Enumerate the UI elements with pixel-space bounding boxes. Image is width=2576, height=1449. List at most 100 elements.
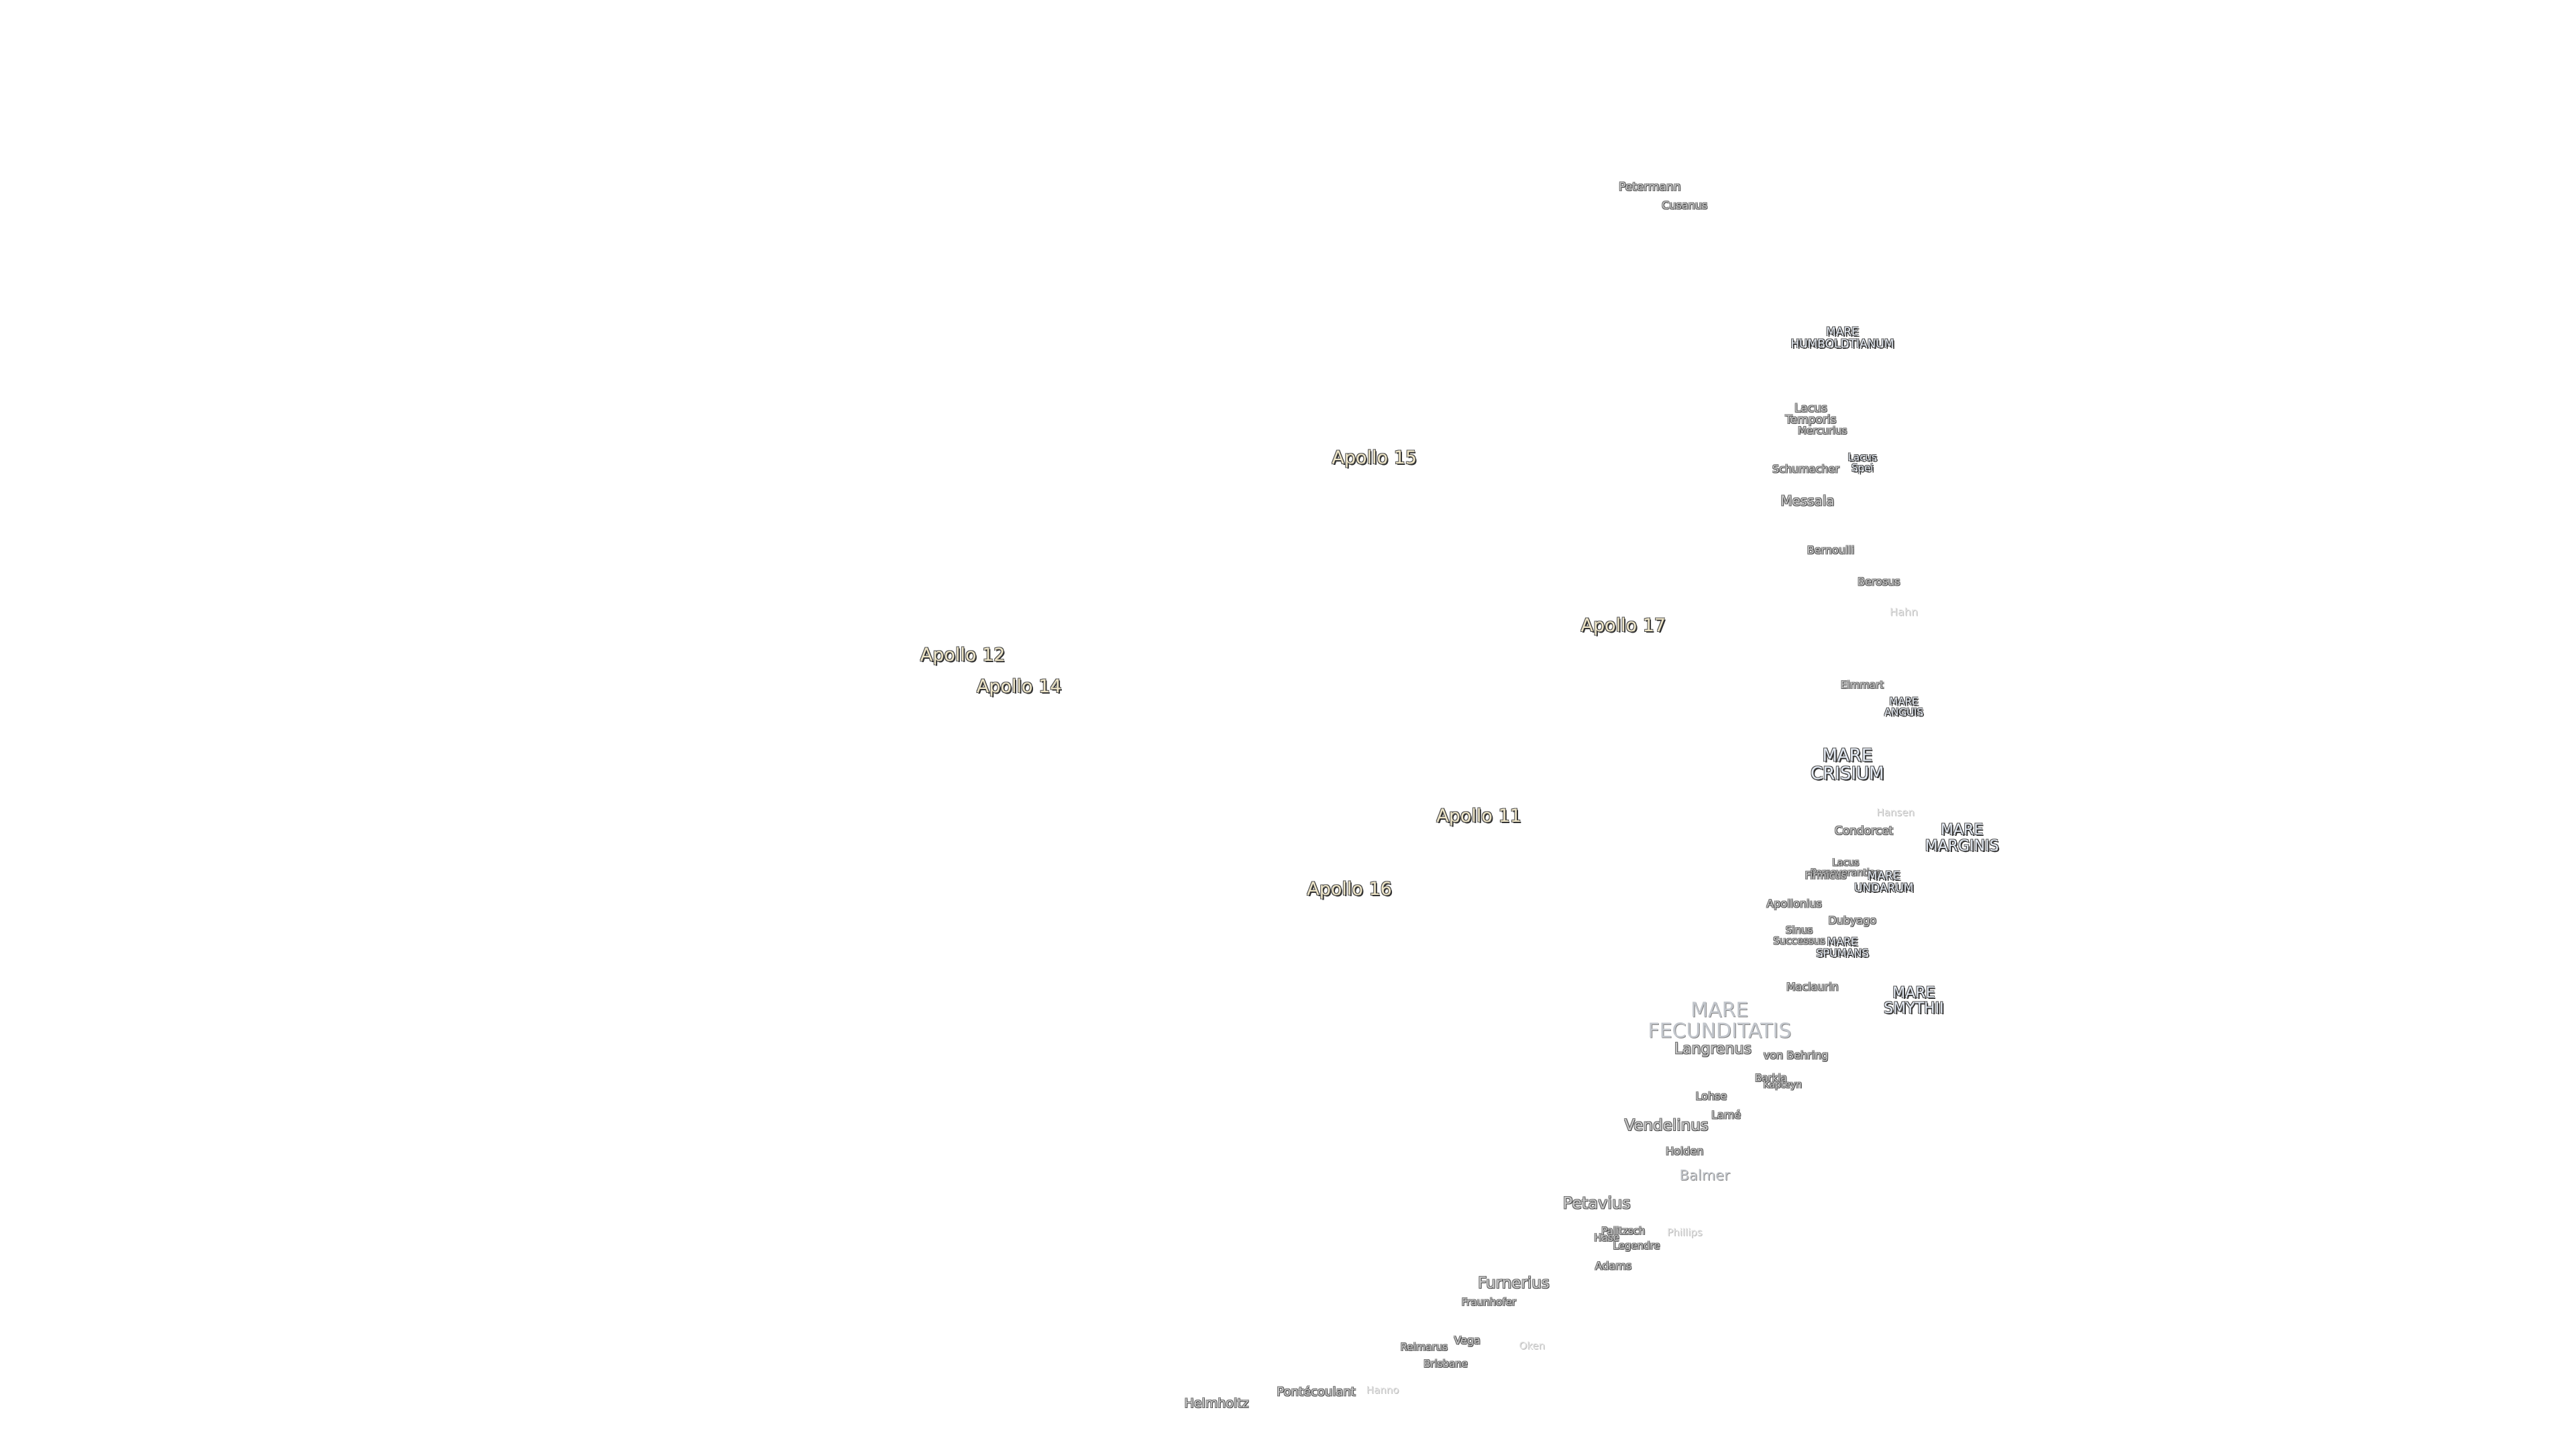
label-line: Phillips xyxy=(1667,1226,1703,1239)
label-line: Apollonius xyxy=(1766,898,1822,911)
label-line: Messala xyxy=(1780,492,1835,509)
map-label: Lacus Perseverantiae xyxy=(1811,858,1881,877)
map-label: Petermann xyxy=(1619,180,1681,194)
label-line: Barkla xyxy=(1755,1072,1787,1085)
label-line: Furnerius xyxy=(1478,1274,1550,1292)
label-line: Lacus xyxy=(1832,857,1860,869)
map-label: Adams xyxy=(1595,1260,1632,1272)
map-label: Legendre xyxy=(1613,1241,1660,1252)
map-label: Apollo 12 xyxy=(920,645,1006,666)
map-label: Apollo 15 xyxy=(1332,447,1417,468)
label-line: CRISIUM xyxy=(1811,763,1884,784)
map-label: Vega xyxy=(1454,1335,1481,1347)
label-line: Petavius xyxy=(1562,1193,1631,1213)
map-label: von Behring xyxy=(1763,1049,1829,1062)
map-label: Sinus Successus xyxy=(1773,925,1825,947)
map-label: MARE CRISIUM xyxy=(1811,747,1884,784)
map-label: Kapteyn xyxy=(1763,1081,1802,1091)
map-label: Hanno xyxy=(1366,1385,1399,1397)
label-line: ANGUIS xyxy=(1884,706,1923,718)
map-label: Lacus Spei xyxy=(1848,452,1877,474)
label-line: MARE xyxy=(1827,934,1858,948)
map-label: Hahn xyxy=(1889,605,1918,619)
label-line: Langrenus xyxy=(1674,1040,1752,1058)
label-line: Fraunhofer xyxy=(1461,1296,1517,1309)
label-line: MARE xyxy=(1892,984,1935,1002)
map-label: Phillips xyxy=(1667,1228,1703,1238)
label-line: Petermann xyxy=(1619,180,1681,194)
map-label: Apollo 11 xyxy=(1436,806,1521,827)
map-label: Balmer xyxy=(1679,1168,1729,1183)
map-label: Langrenus xyxy=(1674,1041,1752,1057)
label-line: Apollo 16 xyxy=(1307,879,1392,900)
label-line: MARE xyxy=(1940,822,1984,839)
label-line: Kapteyn xyxy=(1763,1079,1803,1091)
label-line: von Behring xyxy=(1763,1049,1829,1062)
map-label: MARE ANGUIS xyxy=(1884,696,1923,718)
map-label: Firmicus xyxy=(1805,871,1847,882)
map-label: Apollo 17 xyxy=(1580,616,1666,635)
label-line: Temporis xyxy=(1785,413,1837,427)
map-label: Mercurius xyxy=(1798,426,1847,437)
label-line: Bernoulli xyxy=(1807,544,1855,557)
label-line: Hahn xyxy=(1889,605,1918,619)
label-line: Apollo 11 xyxy=(1436,806,1521,827)
map-label: Apollonius xyxy=(1766,898,1822,911)
label-line: Lamé xyxy=(1711,1108,1741,1122)
label-line: Balmer xyxy=(1679,1167,1730,1183)
label-line: Pontécoulant xyxy=(1277,1385,1356,1399)
label-line: Apollo 14 xyxy=(976,676,1062,698)
label-line: Apollo 15 xyxy=(1332,447,1417,468)
label-line: HUMBOLDTIANUM xyxy=(1790,337,1894,351)
label-line: MARE xyxy=(1825,325,1859,339)
label-line: Perseverantiae xyxy=(1810,867,1881,879)
label-line: SPUMANS xyxy=(1816,946,1869,959)
label-line: Successus xyxy=(1773,934,1825,947)
label-line: Spei xyxy=(1851,462,1874,474)
label-line: Palitzsch xyxy=(1601,1225,1646,1237)
label-line: Maclaurin xyxy=(1786,980,1839,994)
map-label: Furnerius xyxy=(1478,1275,1550,1291)
map-label: Brisbane xyxy=(1424,1358,1468,1370)
label-line: Lohse xyxy=(1695,1090,1727,1104)
label-line: Apollo 12 xyxy=(920,645,1006,666)
map-label: Apollo 14 xyxy=(976,676,1062,698)
label-line: MARE xyxy=(1690,998,1749,1022)
label-line: Adams xyxy=(1595,1259,1632,1273)
label-line: MARE xyxy=(1889,695,1919,708)
label-line: Berosus xyxy=(1857,576,1900,589)
label-line: Firmicus xyxy=(1805,869,1847,882)
map-label: Dubyago xyxy=(1828,915,1876,927)
label-line: Hansen xyxy=(1876,806,1915,819)
label-line: Schumacher xyxy=(1772,462,1839,476)
label-line: UNDARUM xyxy=(1854,881,1914,896)
label-line: MARGINIS xyxy=(1925,837,1999,855)
map-label: Bernoulli xyxy=(1807,545,1855,557)
map-label: Oken xyxy=(1519,1339,1546,1352)
label-line: Mercurius xyxy=(1797,425,1847,437)
label-line: Cusanus xyxy=(1662,199,1708,212)
map-label: Lohse xyxy=(1696,1091,1727,1103)
map-label: Schumacher xyxy=(1772,464,1839,476)
map-label: Petavius xyxy=(1563,1195,1631,1212)
label-line: Oken xyxy=(1519,1339,1546,1352)
map-label: MARE MARGINIS xyxy=(1925,822,1999,853)
map-label: MARE FECUNDITATIS xyxy=(1648,1000,1791,1042)
label-line: Hase xyxy=(1594,1231,1619,1244)
map-label: Cusanus xyxy=(1662,200,1707,211)
map-label: MARE UNDARUM xyxy=(1854,871,1914,895)
map-label: Lacus Temporis xyxy=(1785,402,1837,427)
map-label: Palitzsch xyxy=(1601,1226,1645,1237)
label-line: MARE xyxy=(1822,745,1873,766)
map-label: Eimmart xyxy=(1841,680,1884,691)
label-line: Condorcet xyxy=(1834,824,1894,838)
map-label: Barkla xyxy=(1755,1073,1787,1084)
map-label: Helmholtz xyxy=(1185,1397,1249,1411)
label-line: Vendelinus xyxy=(1624,1116,1709,1134)
map-label: MARE SMYTHII xyxy=(1884,985,1943,1016)
map-label: Fraunhofer xyxy=(1462,1297,1516,1308)
label-line: Holden xyxy=(1666,1144,1704,1158)
map-label: Hase xyxy=(1594,1231,1619,1244)
map-label: Reimarus xyxy=(1401,1342,1448,1353)
